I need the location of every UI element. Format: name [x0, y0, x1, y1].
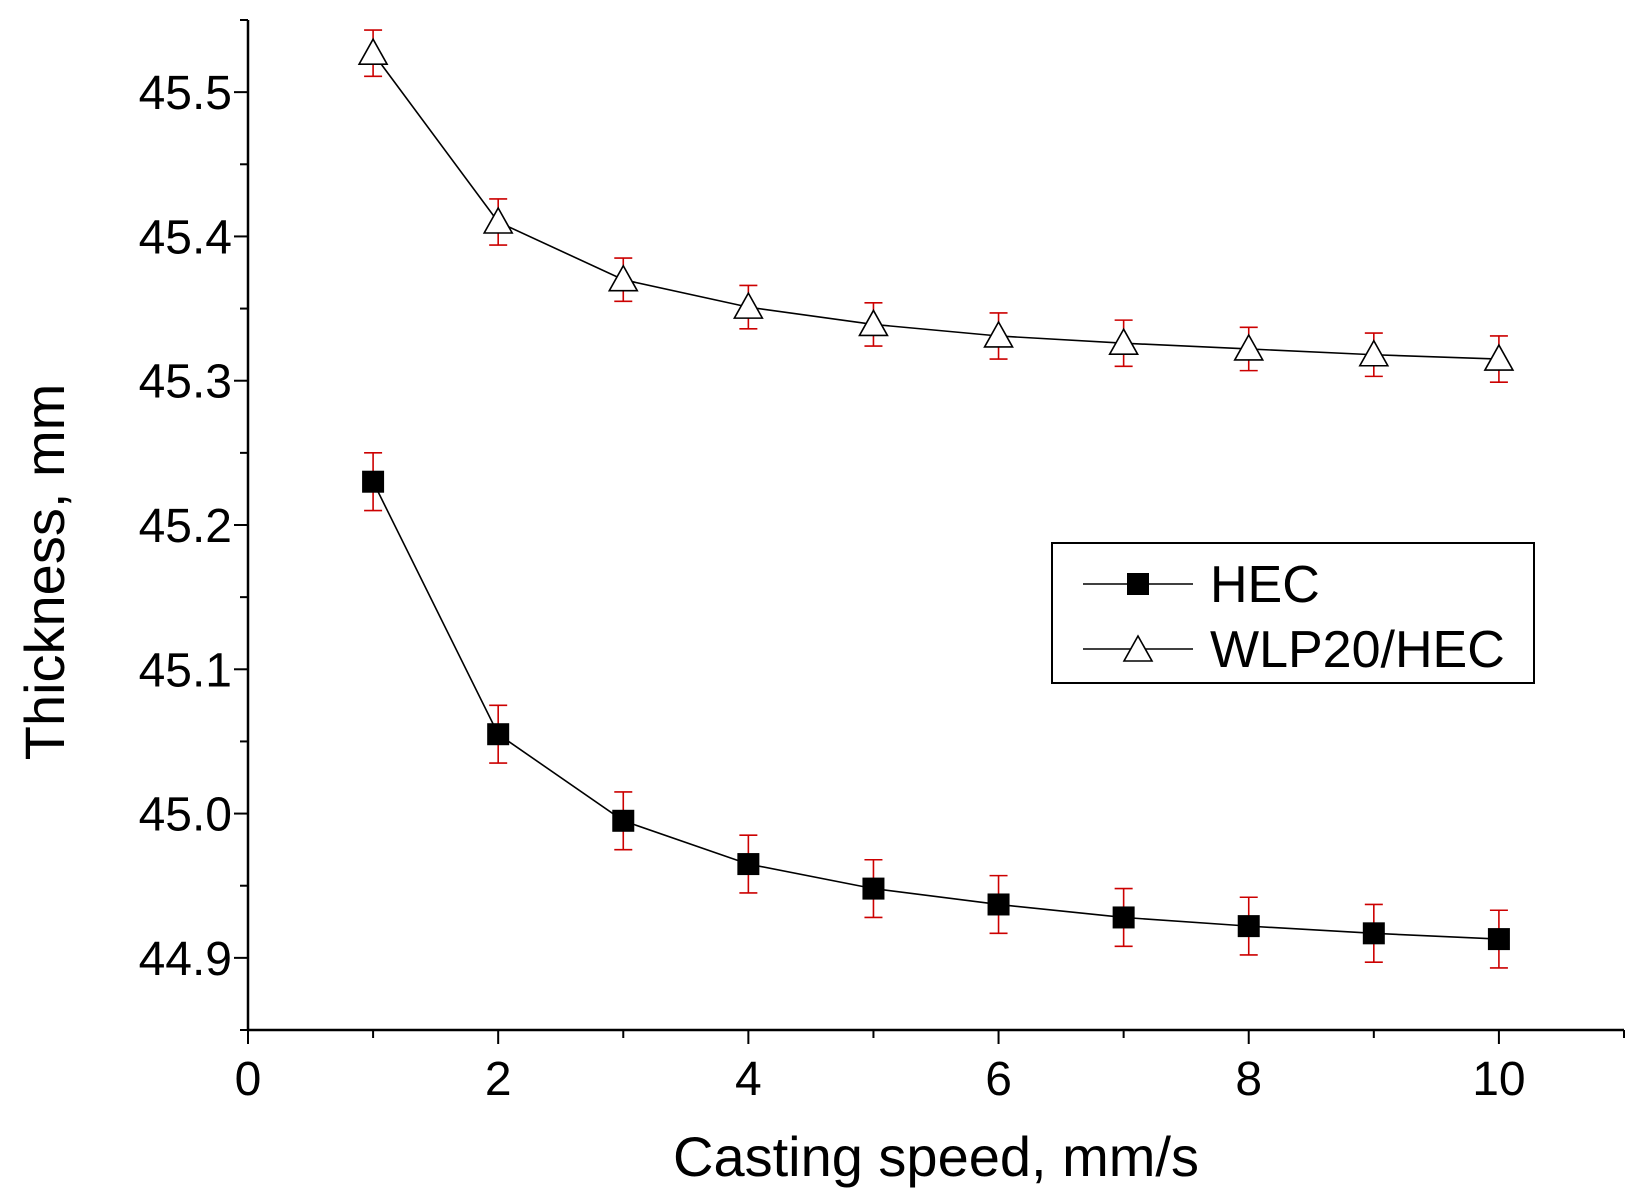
data-point [362, 470, 385, 493]
data-point [858, 308, 889, 337]
data-point [1483, 343, 1515, 371]
data-point [612, 809, 635, 832]
data-point [1233, 333, 1265, 361]
y-tick-label: 45.2 [139, 500, 232, 553]
x-tick-label: 2 [485, 1053, 512, 1106]
data-point [862, 877, 885, 900]
x-tick-label: 8 [1235, 1053, 1262, 1106]
legend-hec-label: HEC [1210, 556, 1320, 614]
y-tick-label: 45.4 [139, 211, 232, 264]
x-tick-label: 0 [235, 1053, 262, 1106]
data-point [1358, 339, 1390, 367]
data-point [987, 893, 1010, 916]
series-wlp20-hec [357, 29, 1515, 383]
data-point [983, 320, 1014, 348]
data-point [732, 291, 764, 319]
series-layer [357, 29, 1515, 969]
data-point [737, 853, 760, 876]
series-line [372, 52, 1499, 360]
x-axis-title: Casting speed, mm/s [673, 1125, 1199, 1188]
legend-hec-marker [1127, 573, 1149, 595]
legend: HEC WLP20/HEC [1051, 542, 1535, 684]
data-point [1108, 327, 1140, 356]
data-point [607, 264, 639, 292]
data-point [1237, 915, 1260, 938]
data-point [1487, 928, 1510, 951]
y-axis-title: Thickness, mm [13, 384, 76, 761]
x-axis-ticks: 0 2 4 6 8 10 [235, 1030, 1625, 1106]
x-tick-label: 6 [985, 1053, 1012, 1106]
series-hec [362, 452, 1510, 969]
y-tick-label: 45.0 [139, 789, 232, 842]
legend-wlp-label: WLP20/HEC [1210, 621, 1505, 679]
series-line [372, 481, 1499, 940]
data-point [1362, 922, 1385, 945]
y-tick-label: 45.5 [139, 67, 232, 120]
y-axis-ticks: 44.9 45.0 45.1 45.2 45.3 45.4 45.5 [139, 19, 248, 1031]
data-point [487, 723, 510, 746]
y-tick-label: 45.1 [139, 644, 232, 697]
x-tick-label: 10 [1472, 1053, 1525, 1106]
data-point [1112, 906, 1135, 929]
y-tick-label: 45.3 [139, 356, 232, 409]
data-point [482, 206, 514, 234]
axes [246, 20, 1624, 1032]
legend-wlp-marker [1122, 634, 1154, 662]
data-point [357, 37, 389, 65]
y-tick-label: 44.9 [139, 933, 232, 986]
x-tick-label: 4 [735, 1053, 762, 1106]
